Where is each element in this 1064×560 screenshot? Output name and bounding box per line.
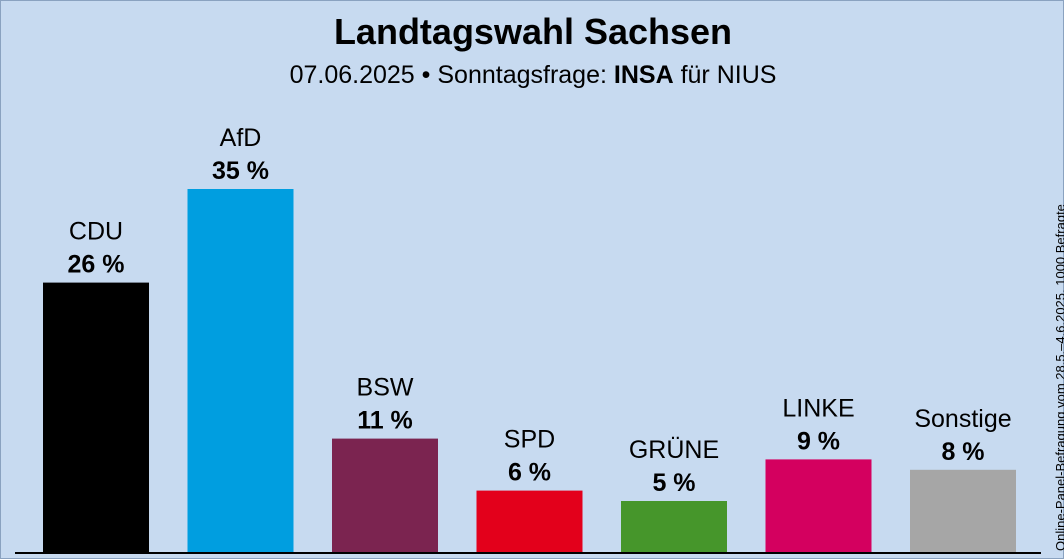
bar-sonstige	[910, 469, 1016, 553]
value-label-gr-ne: 5 %	[652, 469, 695, 497]
value-label-linke: 9 %	[797, 427, 840, 455]
subtitle-institute: INSA	[613, 61, 674, 89]
bar-cdu	[43, 282, 149, 553]
category-label-cdu: CDU	[69, 218, 123, 246]
value-label-cdu: 26 %	[68, 251, 125, 279]
chart-title: Landtagswahl Sachsen	[333, 11, 733, 52]
value-label-bsw: 11 %	[357, 407, 413, 435]
category-label-sonstige: Sonstige	[914, 405, 1011, 433]
value-label-afd: 35 %	[212, 157, 269, 185]
category-label-spd: SPD	[504, 426, 555, 454]
bar-gr-ne	[621, 501, 727, 553]
category-label-gr-ne: GRÜNE	[629, 436, 719, 464]
bar-linke	[765, 459, 872, 553]
bar-bsw	[332, 438, 438, 553]
subtitle-prefix: Sonntagsfrage:	[437, 61, 607, 89]
source-note: Online-Panel-Befragung vom 28.5.–4.6.202…	[1053, 204, 1064, 551]
bar-afd	[187, 189, 294, 553]
chart-subtitle: 07.06.2025 • Sonntagsfrage: INSA für NIU…	[1, 61, 1064, 90]
subtitle-suffix: für NIUS	[680, 61, 777, 89]
value-label-spd: 6 %	[508, 459, 551, 487]
value-label-sonstige: 8 %	[941, 438, 984, 466]
subtitle-separator: •	[421, 61, 431, 89]
bar-spd	[476, 490, 583, 553]
category-label-linke: LINKE	[782, 394, 854, 422]
category-label-bsw: BSW	[357, 374, 414, 402]
category-label-afd: AfD	[220, 124, 262, 152]
subtitle-date: 07.06.2025	[289, 61, 415, 89]
